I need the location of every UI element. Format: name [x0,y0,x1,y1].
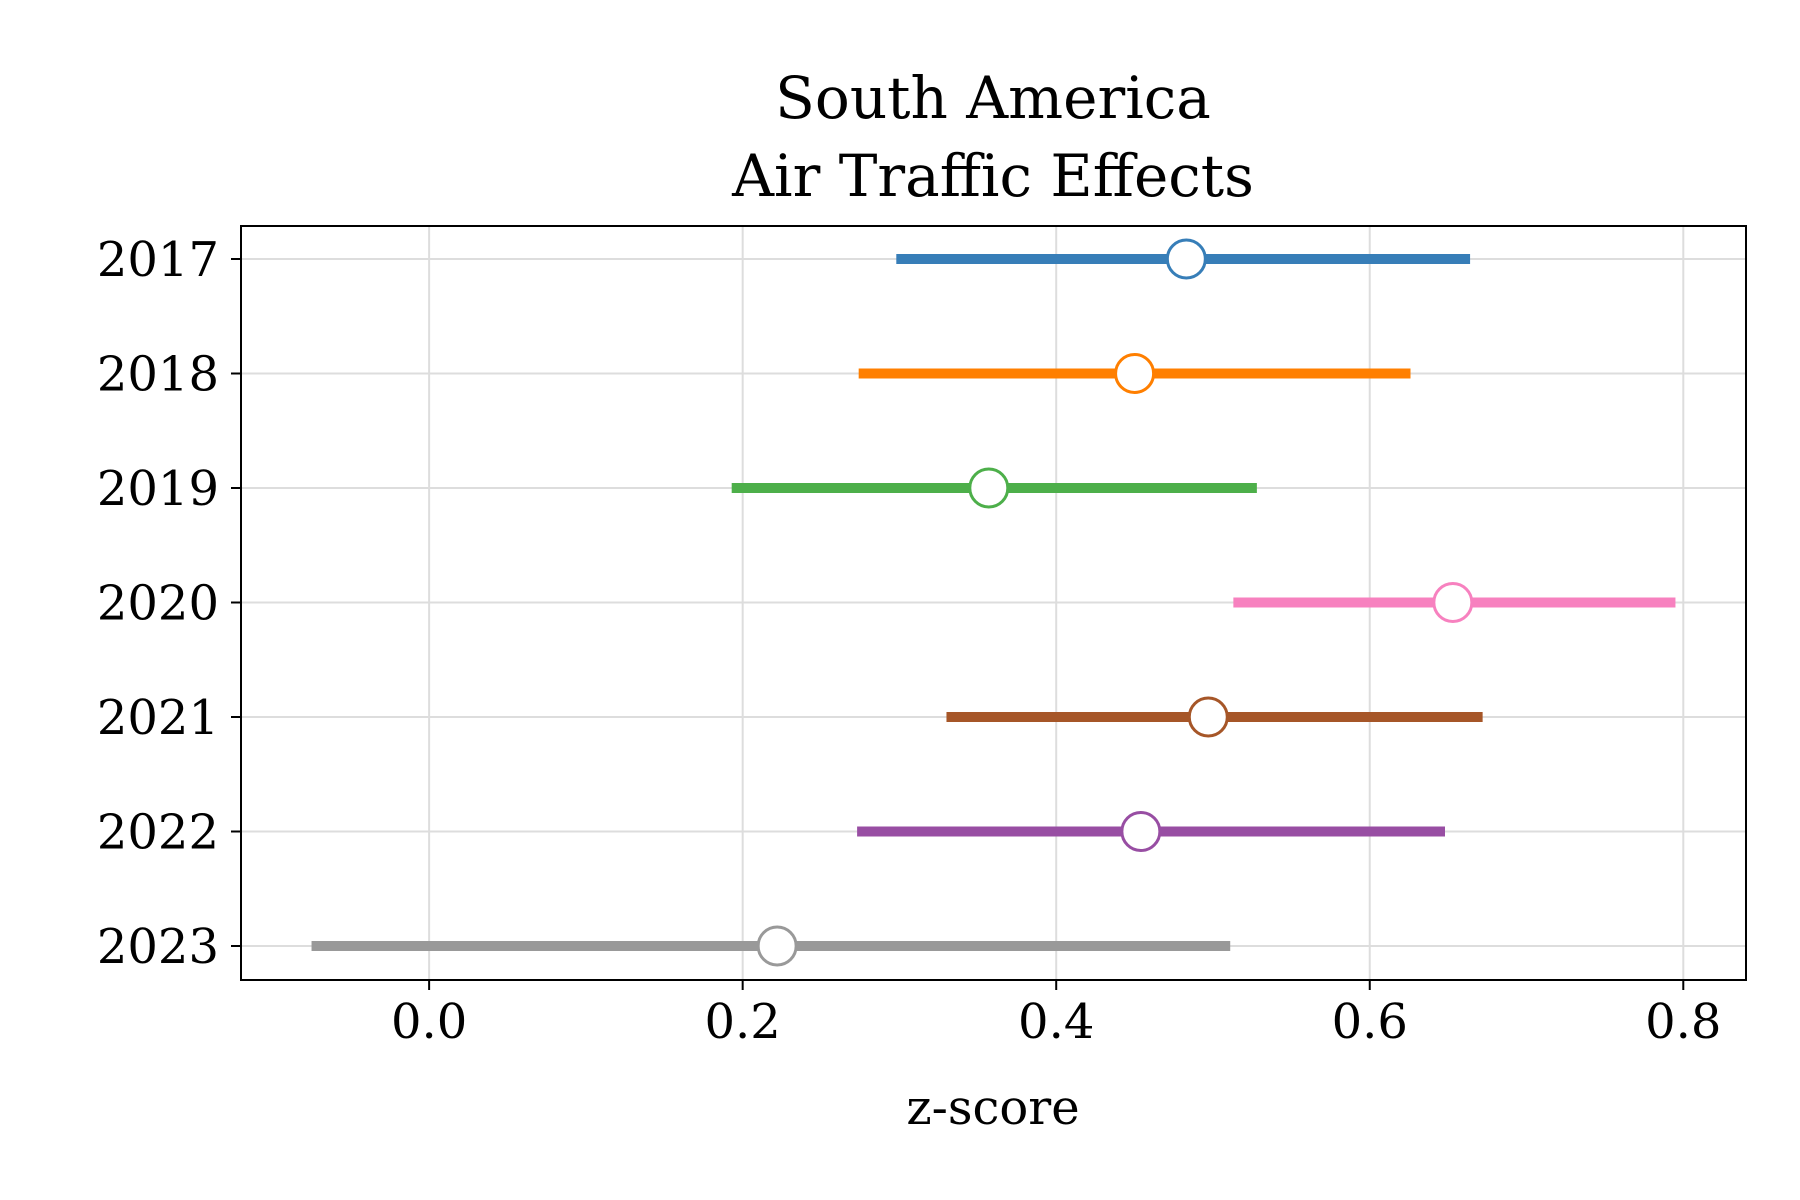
y-tick-label: 2019 [97,461,219,517]
x-tick-label: 0.0 [391,994,467,1050]
estimate-point-2021 [1187,696,1229,738]
y-tick-label: 2020 [97,576,219,632]
chart-title-line-1: South America [775,64,1211,132]
x-axis: 0.0 0.2 0.4 0.6 0.8 [391,980,1721,1050]
y-tick-label: 2022 [97,805,219,861]
y-tick-label: 2018 [97,347,219,403]
x-tick-label: 0.4 [1018,994,1094,1050]
x-axis-label: z-score [906,1080,1079,1136]
y-tick-label: 2021 [97,690,219,746]
y-axis: 2017 2018 2019 2020 2021 2022 2023 [97,232,241,975]
x-tick-label: 0.6 [1332,994,1408,1050]
chart-title-line-2: Air Traffic Effects [731,142,1254,210]
estimate-point-2023 [756,925,798,967]
y-tick-label: 2023 [97,919,219,975]
plot-area-frame [240,225,1747,981]
x-tick-label: 0.2 [704,994,780,1050]
estimate-point-2018 [1114,353,1156,394]
data-marks [311,238,1676,967]
estimate-point-2020 [1432,582,1474,623]
estimate-point-2022 [1120,811,1162,852]
x-tick-label: 0.8 [1645,994,1721,1050]
estimate-point-2017 [1165,238,1207,280]
estimate-point-2019 [968,467,1010,509]
y-tick-label: 2017 [97,232,219,288]
